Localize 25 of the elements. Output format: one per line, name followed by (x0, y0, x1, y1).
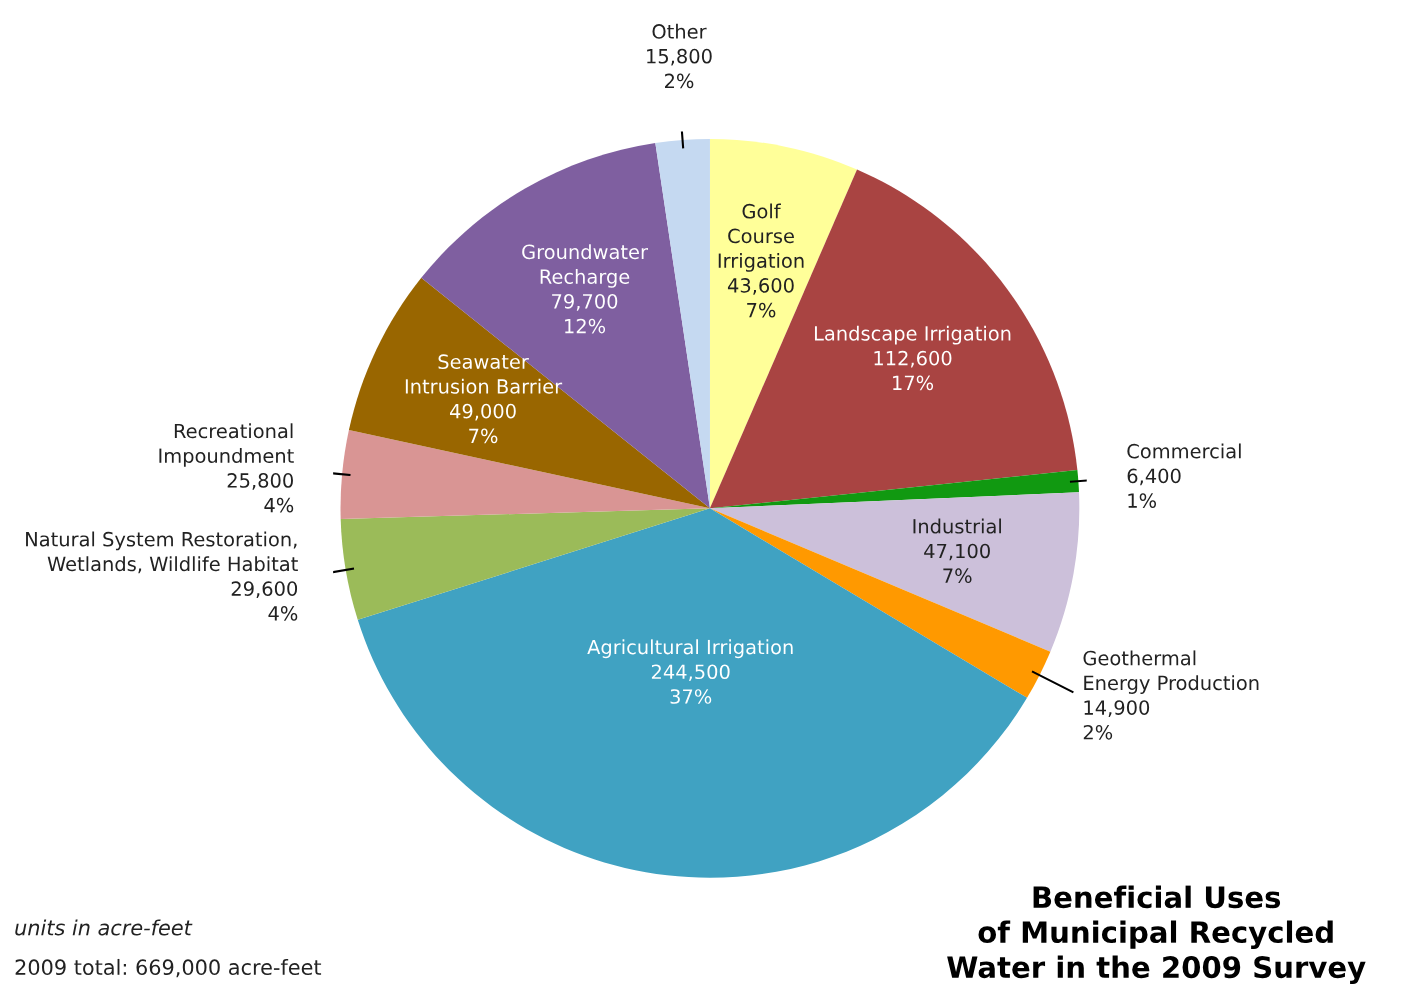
slice-label: Groundwater Recharge (522, 244, 648, 288)
data-label: 49,000 7% (449, 403, 516, 444)
slice-label: Geothermal Energy Production (1083, 650, 1259, 694)
data-label: 79,700 12% (552, 293, 618, 334)
data-label: 6,400 1% (1127, 468, 1181, 508)
data-label: 14,900 2% (1083, 700, 1150, 740)
slice-label: Other (652, 23, 707, 39)
text: units in acre-feet (15, 919, 193, 936)
text: Beneficial Uses of Municipal Recycled Water in the 2009 Survey (947, 885, 1366, 985)
data-label: 29,600 4% (231, 581, 298, 621)
slice-label: Natural System Restoration, Wetlands, Wildlife Habitat (26, 531, 298, 574)
slice-label: Agricultural Irrigation (587, 639, 793, 659)
data-label: 244,500 37% (651, 664, 730, 704)
data-label: 15,800 2% (647, 48, 712, 89)
slice-label: Landscape Irrigation (814, 325, 1011, 345)
text: 2009 total: 669,000 acre-feet (15, 958, 322, 978)
slice-label: Golf Course Irrigation (718, 203, 804, 272)
slice-label: Recreational Impoundment (159, 423, 294, 467)
slice-label: Seawater Intrusion Barrier (405, 354, 563, 394)
slice-label: Industrial (913, 518, 1001, 534)
data-label: 47,100 7% (924, 543, 990, 584)
slice-label: Commercial (1127, 443, 1241, 459)
data-label: 43,600 7% (727, 278, 794, 318)
data-label: 112,600 17% (874, 350, 952, 391)
data-label: 25,800 4% (227, 473, 294, 513)
